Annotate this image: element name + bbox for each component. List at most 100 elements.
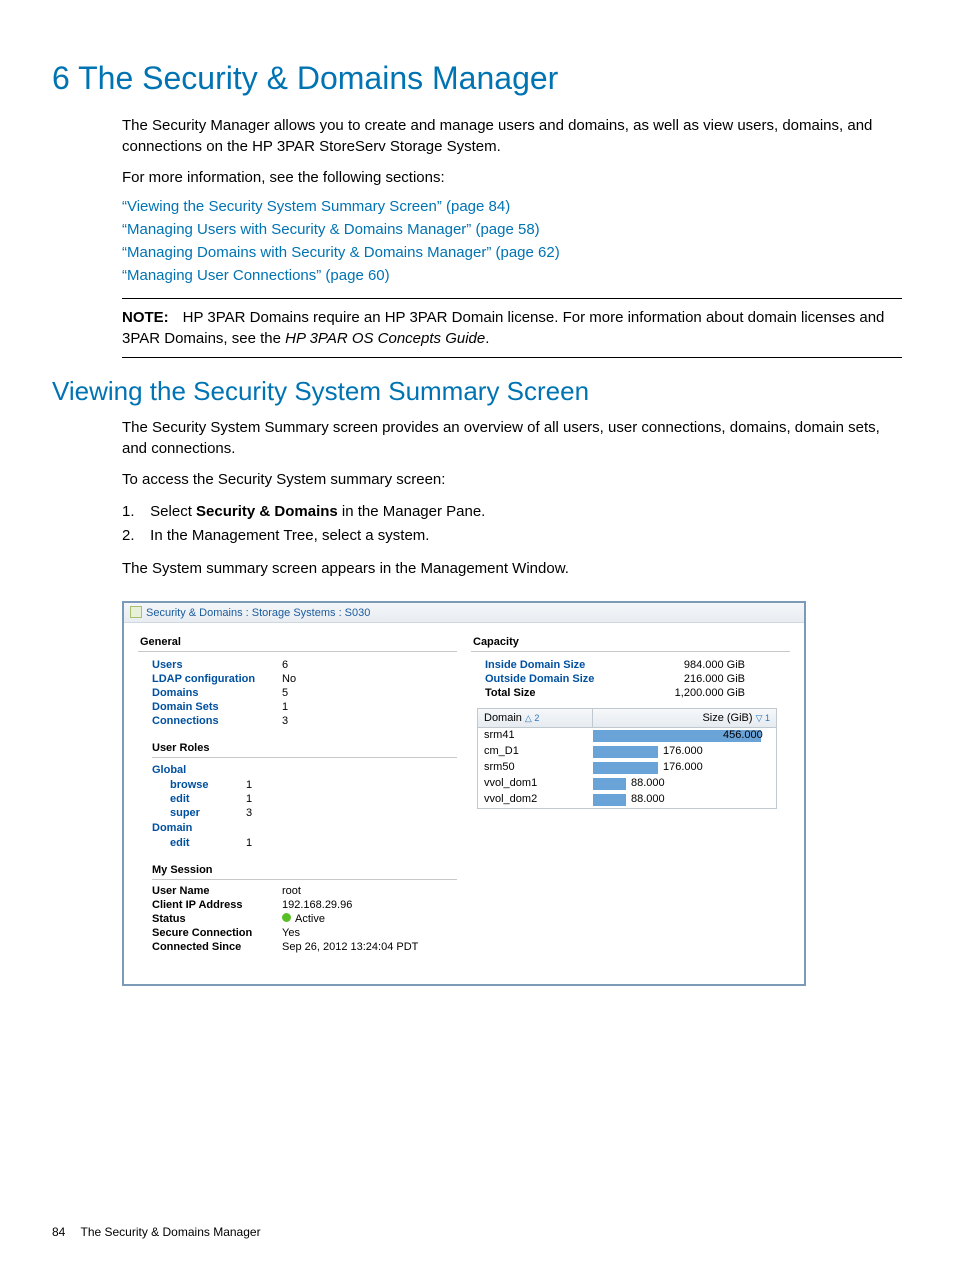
role-row: edit1: [152, 792, 457, 806]
session-label: Client IP Address: [152, 899, 282, 911]
session-value: root: [282, 885, 301, 897]
role-value: 1: [246, 779, 252, 791]
session-row: StatusActive: [138, 912, 457, 926]
window-icon: [130, 606, 142, 618]
general-row: Users6: [138, 658, 457, 672]
general-value: 6: [282, 659, 288, 671]
domain-size-cell: 88.000: [593, 776, 776, 792]
screenshot-panel: Security & Domains : Storage Systems : S…: [122, 601, 806, 986]
bar-label: 88.000: [631, 793, 665, 805]
general-row: Connections3: [138, 714, 457, 728]
list-number: 1.: [122, 500, 146, 524]
bar-label: 176.000: [663, 745, 703, 757]
bar-label: 176.000: [663, 761, 703, 773]
general-label[interactable]: Users: [152, 659, 282, 671]
sort-down-icon: ▽ 1: [756, 713, 770, 723]
section-p1: The Security System Summary screen provi…: [122, 417, 902, 459]
section-p3: The System summary screen appears in the…: [122, 558, 902, 579]
role-row: super3: [152, 806, 457, 820]
session-row: Client IP Address192.168.29.96: [138, 898, 457, 912]
domain-name-cell: srm41: [478, 728, 593, 744]
link-managing-domains[interactable]: “Managing Domains with Security & Domain…: [122, 244, 902, 261]
general-label[interactable]: Connections: [152, 715, 282, 727]
bar: [593, 746, 658, 758]
user-roles-header: User Roles: [152, 742, 457, 758]
table-row: srm41456.000: [478, 728, 776, 744]
step2-text: In the Management Tree, select a system.: [150, 527, 429, 544]
intro-paragraph: The Security Manager allows you to creat…: [122, 115, 902, 157]
session-value: Sep 26, 2012 13:24:04 PDT: [282, 941, 418, 953]
role-name[interactable]: super: [170, 807, 246, 819]
capacity-label[interactable]: Inside Domain Size: [485, 659, 635, 671]
domain-name-cell: vvol_dom1: [478, 776, 593, 792]
session-value: Yes: [282, 927, 300, 939]
general-row: LDAP configurationNo: [138, 672, 457, 686]
general-label[interactable]: LDAP configuration: [152, 673, 282, 685]
page-title: 6 The Security & Domains Manager: [52, 60, 902, 97]
table-header-domain[interactable]: Domain△ 2: [478, 709, 593, 727]
link-summary-screen[interactable]: “Viewing the Security System Summary Scr…: [122, 198, 902, 215]
domain-size-cell: 456.000: [593, 728, 776, 744]
session-row: User Nameroot: [138, 884, 457, 898]
session-value: Active: [282, 913, 325, 925]
role-name[interactable]: edit: [170, 793, 246, 805]
role-name[interactable]: edit: [170, 837, 246, 849]
role-name[interactable]: browse: [170, 779, 246, 791]
general-column: General Users6LDAP configurationNoDomain…: [138, 633, 457, 954]
general-value: No: [282, 673, 296, 685]
list-item: 1. Select Security & Domains in the Mana…: [122, 500, 902, 524]
role-value: 3: [246, 807, 252, 819]
status-dot-icon: [282, 913, 291, 922]
session-row: Secure ConnectionYes: [138, 926, 457, 940]
table-header-size[interactable]: Size (GiB)▽ 1: [593, 709, 776, 727]
general-value: 5: [282, 687, 288, 699]
note-block: NOTE:HP 3PAR Domains require an HP 3PAR …: [122, 298, 902, 358]
session-label: User Name: [152, 885, 282, 897]
more-info-paragraph: For more information, see the following …: [122, 167, 902, 188]
note-label: NOTE:: [122, 309, 169, 326]
window-title: Security & Domains : Storage Systems : S…: [146, 607, 370, 619]
general-row: Domain Sets1: [138, 700, 457, 714]
capacity-row: Total Size1,200.000 GiB: [471, 686, 790, 700]
session-label: Secure Connection: [152, 927, 282, 939]
capacity-label[interactable]: Outside Domain Size: [485, 673, 635, 685]
table-header-row: Domain△ 2 Size (GiB)▽ 1: [478, 709, 776, 728]
table-row: srm50 176.000: [478, 760, 776, 776]
general-value: 3: [282, 715, 288, 727]
capacity-value: 216.000 GiB: [635, 673, 745, 685]
capacity-value: 1,200.000 GiB: [635, 687, 745, 699]
role-value: 1: [246, 837, 252, 849]
role-value: 1: [246, 793, 252, 805]
domain-size-cell: 176.000: [593, 760, 776, 776]
ordered-list: 1. Select Security & Domains in the Mana…: [122, 500, 902, 548]
role-row: browse1: [152, 778, 457, 792]
domain-name-cell: srm50: [478, 760, 593, 776]
domain-name-cell: cm_D1: [478, 744, 593, 760]
roles-domain-label: Domain: [152, 820, 457, 836]
general-row: Domains5: [138, 686, 457, 700]
note-text-end: .: [485, 330, 489, 347]
step1-bold: Security & Domains: [196, 503, 338, 520]
session-label: Status: [152, 913, 282, 925]
step1-post: in the Manager Pane.: [338, 503, 486, 520]
domain-size-cell: 88.000: [593, 792, 776, 808]
list-item: 2. In the Management Tree, select a syst…: [122, 524, 902, 548]
capacity-header: Capacity: [471, 633, 790, 652]
general-value: 1: [282, 701, 288, 713]
page-footer: 84 The Security & Domains Manager: [52, 1225, 261, 1239]
general-label[interactable]: Domains: [152, 687, 282, 699]
note-italic: HP 3PAR OS Concepts Guide: [285, 330, 485, 347]
role-row: edit1: [152, 836, 457, 850]
section-heading: Viewing the Security System Summary Scre…: [52, 376, 902, 407]
step1-pre: Select: [150, 503, 196, 520]
bar: [593, 762, 658, 774]
general-label[interactable]: Domain Sets: [152, 701, 282, 713]
sort-up-icon: △ 2: [525, 713, 539, 723]
link-managing-users[interactable]: “Managing Users with Security & Domains …: [122, 221, 902, 238]
capacity-row: Outside Domain Size216.000 GiB: [471, 672, 790, 686]
link-managing-connections[interactable]: “Managing User Connections” (page 60): [122, 267, 902, 284]
session-row: Connected SinceSep 26, 2012 13:24:04 PDT: [138, 940, 457, 954]
bar: [593, 778, 626, 790]
section-p2: To access the Security System summary sc…: [122, 469, 902, 490]
capacity-label: Total Size: [485, 687, 635, 699]
